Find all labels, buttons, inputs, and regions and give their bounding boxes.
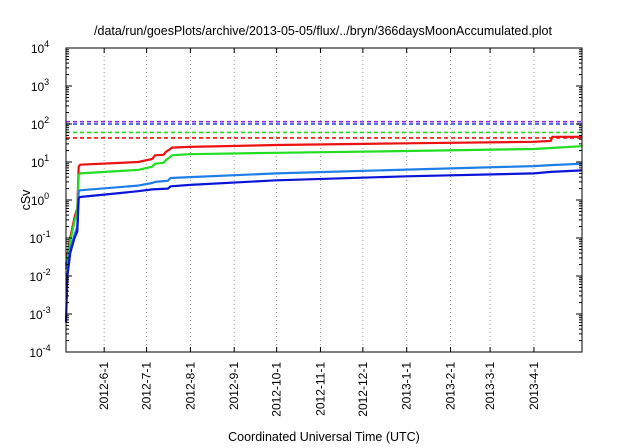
y-tick-label: 10-3	[29, 305, 50, 322]
y-tick-exponent: 4	[44, 39, 49, 49]
x-tick-label: 2013-3-1	[483, 362, 497, 410]
y-tick-exponent: -2	[43, 267, 51, 277]
x-tick-label: 2012-11-1	[313, 362, 327, 416]
y-tick-label: 10-4	[29, 343, 50, 360]
x-axis-title: Coordinated Universal Time (UTC)	[228, 430, 420, 444]
y-tick-base: 10	[31, 42, 45, 56]
x-tick-label: 2013-4-1	[527, 362, 541, 410]
chart-title: /data/run/goesPlots/archive/2013-05-05/f…	[94, 24, 552, 38]
series-line	[64, 169, 583, 323]
y-tick-base: 10	[31, 156, 45, 170]
x-tick-label: 2012-12-1	[356, 362, 370, 417]
x-tick-label: 2012-8-1	[183, 362, 197, 410]
plot-frame	[65, 47, 583, 353]
y-tick-exponent: -1	[43, 229, 51, 239]
series-line	[64, 135, 582, 265]
x-tick-label: 2013-2-1	[444, 362, 458, 410]
x-axis: 2012-6-1 2012-7-1 2012-8-1 2012-9-1 2012-10-…	[97, 48, 541, 417]
y-tick-exponent: 0	[44, 191, 49, 201]
y-tick-label: 10-2	[29, 267, 50, 284]
x-tick-label: 2012-7-1	[140, 362, 154, 410]
y-tick-base: 10	[29, 346, 43, 360]
y-tick-base: 10	[31, 118, 45, 132]
y-tick-exponent: 3	[44, 77, 49, 87]
y-tick-base: 10	[29, 232, 43, 246]
y-tick-exponent: -3	[43, 305, 51, 315]
series-line	[64, 145, 583, 267]
y-tick-label: 104	[31, 39, 49, 56]
series-lines	[64, 135, 583, 323]
y-tick-label: 103	[31, 77, 49, 94]
x-tick-label: 2013-1-1	[400, 362, 414, 410]
y-axis-title: cSv	[19, 189, 33, 211]
y-tick-base: 10	[31, 194, 45, 208]
y-tick-label: 101	[31, 153, 49, 170]
y-tick-base: 10	[29, 270, 43, 284]
y-tick-label: 10-1	[29, 229, 50, 246]
y-tick-exponent: 2	[44, 115, 49, 125]
x-tick-label: 2012-10-1	[270, 362, 284, 417]
y-tick-exponent: -4	[43, 343, 51, 353]
x-tick-label: 2012-9-1	[227, 362, 241, 410]
grid-lines	[103, 48, 535, 352]
y-tick-exponent: 1	[44, 153, 49, 163]
threshold-lines	[66, 120, 582, 139]
y-tick-label: 102	[31, 115, 49, 132]
y-tick-base: 10	[31, 80, 45, 94]
x-tick-label: 2012-6-1	[97, 362, 111, 410]
y-tick-base: 10	[29, 308, 43, 322]
y-tick-label: 100	[31, 191, 49, 208]
